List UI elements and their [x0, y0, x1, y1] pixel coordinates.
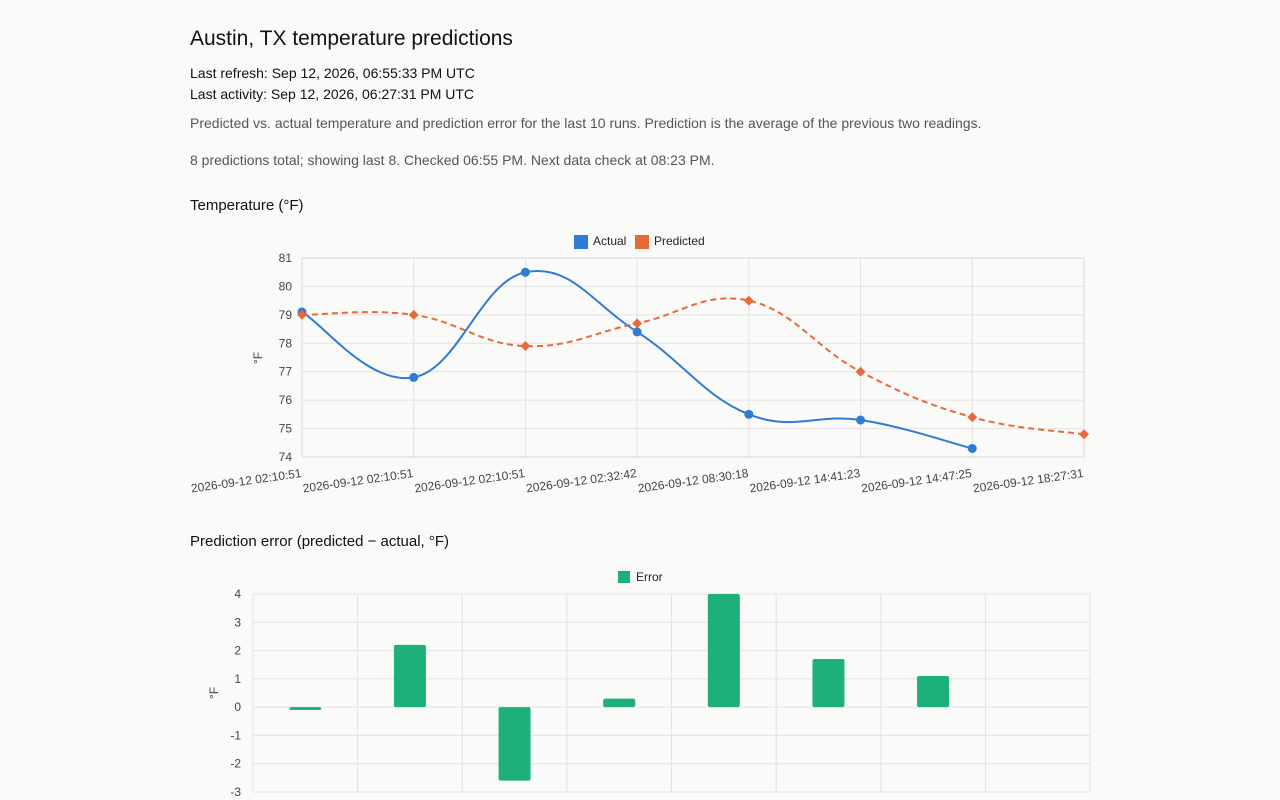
actual-data-point [632, 327, 642, 337]
last-activity-text: Last activity: Sep 12, 2026, 06:27:31 PM… [190, 86, 475, 102]
y-axis-label: °F [251, 352, 265, 364]
y-tick-label: 78 [279, 336, 293, 350]
description-text: Predicted vs. actual temperature and pre… [190, 115, 982, 131]
predicted-data-point [408, 309, 419, 320]
error-bar [289, 707, 322, 710]
legend-label-predicted: Predicted [654, 234, 705, 248]
y-tick-label: 1 [234, 672, 241, 686]
actual-data-point [520, 267, 530, 277]
last-refresh-text: Last refresh: Sep 12, 2026, 06:55:33 PM … [190, 65, 475, 81]
actual-data-point [856, 415, 866, 425]
y-tick-label: 77 [279, 365, 293, 379]
actual-data-point [409, 372, 419, 382]
temperature-section-title: Temperature (°F) [190, 197, 304, 214]
status-text: 8 predictions total; showing last 8. Che… [190, 152, 715, 168]
predicted-data-point [855, 366, 866, 377]
y-tick-label: 81 [279, 251, 293, 265]
y-tick-label: 80 [279, 279, 293, 293]
actual-data-point [967, 443, 977, 453]
predicted-data-point [1079, 429, 1089, 440]
predicted-data-point [297, 309, 307, 320]
y-tick-label: 76 [279, 393, 293, 407]
predicted-data-point [967, 412, 978, 423]
error-bar [707, 594, 740, 708]
page-title: Austin, TX temperature predictions [190, 27, 513, 50]
predicted-data-point [632, 318, 643, 329]
y-tick-label: -2 [230, 757, 241, 771]
predicted-data-point [520, 341, 531, 352]
legend-label-actual: Actual [593, 234, 626, 248]
y-tick-label: 3 [234, 615, 241, 629]
error-section-title: Prediction error (predicted − actual, °F… [190, 533, 450, 550]
y-tick-label: 0 [234, 700, 241, 714]
predicted-data-point [743, 295, 754, 306]
y-tick-label: 74 [279, 450, 293, 464]
plot-frame [301, 257, 1085, 458]
predicted-series-line [301, 297, 1085, 436]
y-tick-label: -1 [230, 728, 241, 742]
legend-swatch-error [618, 571, 630, 583]
error-bar [603, 698, 636, 708]
y-tick-label: -3 [230, 785, 241, 799]
y-axis-label: °F [207, 687, 221, 699]
legend-label-error: Error [636, 570, 663, 584]
error-bar [393, 644, 426, 708]
legend-swatch-actual [574, 235, 588, 249]
actual-data-point [744, 409, 754, 419]
y-tick-label: 4 [234, 587, 241, 601]
error-bar [498, 707, 531, 781]
error-bar [917, 676, 950, 708]
y-tick-label: 75 [279, 422, 293, 436]
legend-swatch-predicted [635, 235, 649, 249]
y-tick-label: 79 [279, 308, 293, 322]
error-bar [812, 659, 845, 708]
y-tick-label: 2 [234, 644, 241, 658]
